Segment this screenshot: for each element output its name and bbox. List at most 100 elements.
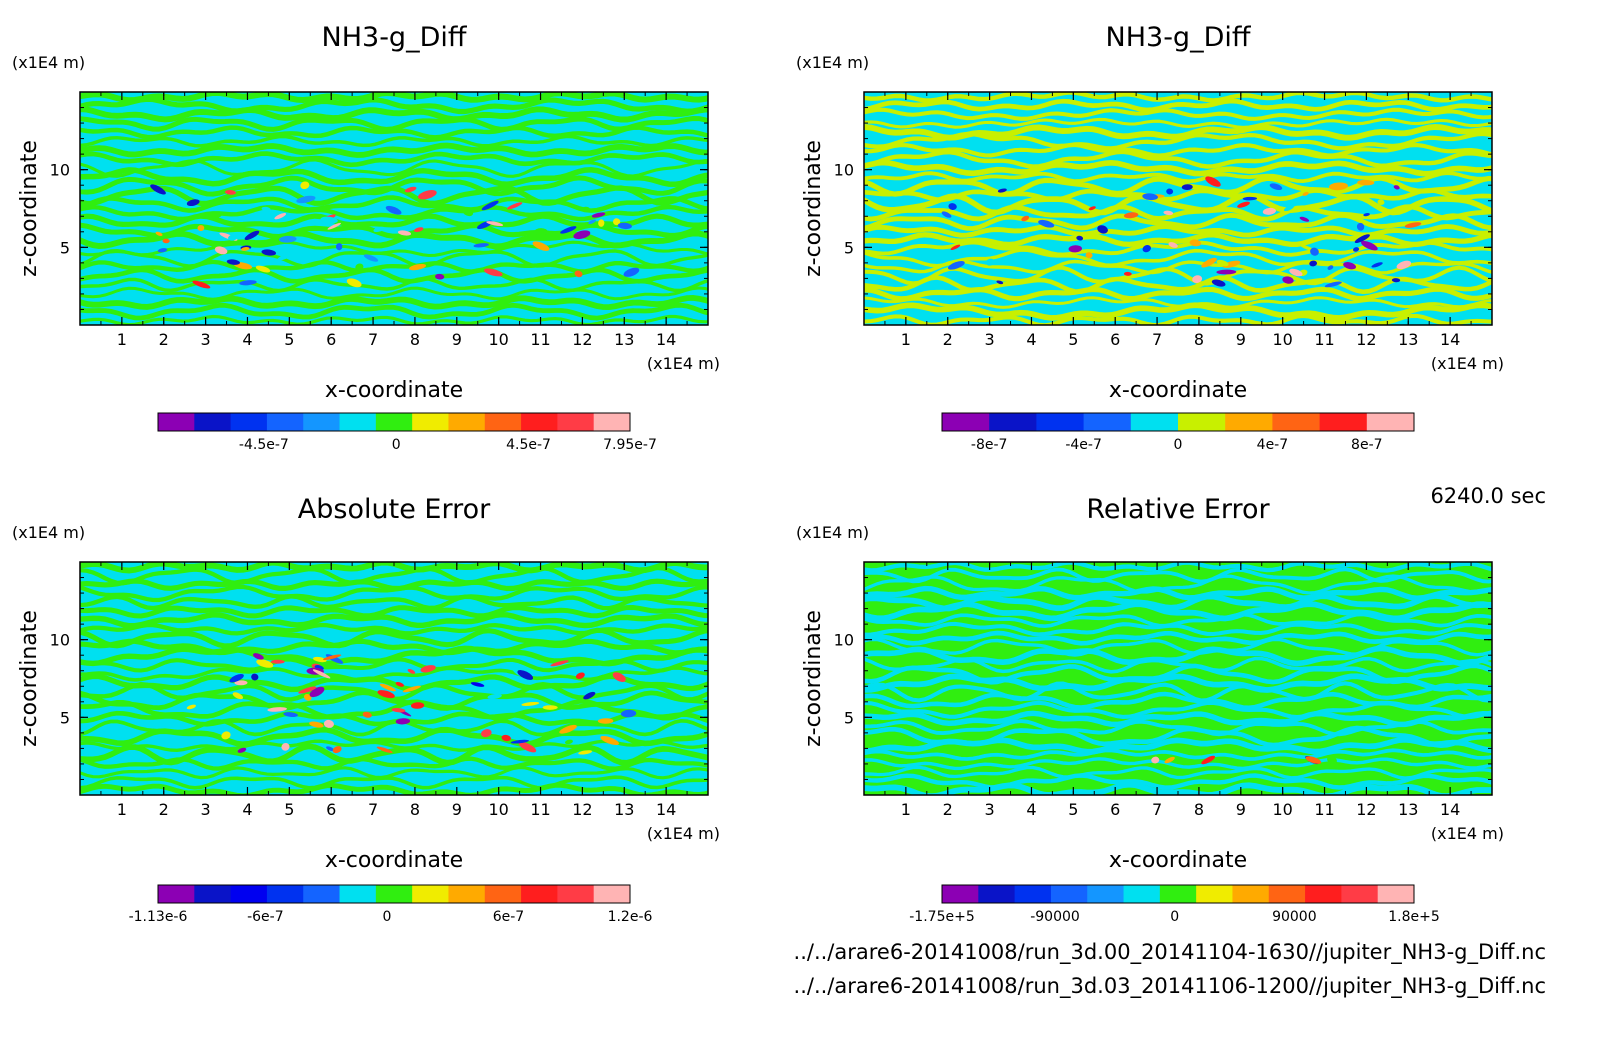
panel-1: NH3-g_Diff (x1E4 m) (x1E4 m) x-coordinate z-… — [12, 22, 720, 453]
colorbar-label: 8e-7 — [1351, 437, 1382, 453]
x-tick-label: 10 — [1272, 800, 1292, 819]
x-tick-label: 4 — [242, 330, 252, 349]
contour-band — [80, 125, 708, 140]
x-tick-label: 11 — [1314, 330, 1334, 349]
colorbar-swatch — [557, 413, 595, 431]
y-tick-label: 10 — [834, 161, 854, 180]
colorbar-swatch — [521, 885, 558, 903]
contour-band — [80, 302, 708, 321]
contour-band — [864, 710, 1492, 728]
contour-band — [864, 765, 1492, 780]
x-tick-label: 2 — [159, 800, 169, 819]
contour-feature — [397, 230, 412, 236]
colorbar-swatch — [593, 885, 631, 903]
contour-band — [864, 781, 1492, 795]
contour-feature — [1242, 196, 1258, 201]
x-tick-label: 9 — [452, 800, 462, 819]
contour-feature — [385, 205, 402, 215]
contour-feature — [417, 190, 437, 200]
panel-3: Absolute Error (x1E4 m) (x1E4 m) x-coordina… — [12, 494, 720, 925]
x-tick-label: 11 — [1314, 800, 1334, 819]
contour-feature — [1393, 185, 1400, 190]
contour-feature — [473, 243, 489, 248]
contour-feature — [255, 265, 271, 273]
colorbar-swatch — [339, 413, 377, 431]
contour-feature — [376, 746, 393, 753]
colorbar-swatch — [484, 413, 522, 431]
colorbar-label: -1.13e-6 — [129, 909, 188, 925]
panel-title: Absolute Error — [298, 494, 491, 525]
contour-feature — [620, 709, 637, 718]
contour-feature — [1189, 239, 1202, 247]
contour-feature — [355, 263, 364, 271]
x-tick-label: 7 — [368, 800, 378, 819]
contour-band — [864, 98, 1492, 113]
contour-feature — [274, 213, 287, 220]
contour-feature — [947, 261, 965, 270]
x-unit-label: (x1E4 m) — [1431, 354, 1504, 373]
contour-feature — [613, 218, 621, 226]
contour-feature — [578, 750, 593, 755]
colorbar-swatch — [1319, 413, 1368, 431]
contour-feature — [281, 742, 290, 751]
contour-feature — [487, 693, 502, 700]
colorbar-frame — [941, 884, 1415, 904]
contour-band — [864, 313, 1492, 325]
contour-feature — [298, 686, 317, 694]
contour-feature — [239, 280, 257, 286]
x-tick-label: 13 — [614, 800, 634, 819]
contour-feature — [1123, 212, 1139, 219]
panel-title: NH3-g_Diff — [1106, 22, 1252, 53]
contour-feature — [332, 746, 342, 754]
contour-band — [864, 601, 1492, 622]
x-axis-label: x-coordinate — [1109, 378, 1247, 403]
colorbar-label: -4.5e-7 — [239, 437, 289, 453]
contour-band — [80, 286, 708, 301]
contour-feature — [1289, 268, 1303, 277]
x-tick-label: 1 — [901, 330, 911, 349]
contour-feature — [941, 211, 952, 218]
contour-feature — [395, 682, 404, 687]
contour-feature — [1076, 235, 1084, 241]
contour-feature — [950, 244, 961, 250]
contour-band — [864, 131, 1492, 151]
contour-feature — [1327, 265, 1334, 270]
x-tick-label: 13 — [614, 330, 634, 349]
colorbar-swatch — [1083, 413, 1132, 431]
contour-feature — [1371, 262, 1383, 268]
colorbar-swatch — [1123, 885, 1161, 903]
contour-feature — [229, 673, 244, 683]
contour-feature — [346, 278, 362, 288]
contour-feature — [583, 691, 596, 700]
contour-band — [80, 142, 708, 158]
colorbar-swatch — [448, 885, 486, 903]
x-tick-label: 10 — [488, 800, 508, 819]
contour-feature — [574, 270, 583, 278]
contour-band — [864, 286, 1492, 302]
colorbar-swatch — [266, 885, 304, 903]
contour-feature — [542, 705, 558, 710]
contour-band — [864, 159, 1492, 177]
colorbar-label: 0 — [392, 437, 401, 453]
colorbar-swatch — [375, 885, 413, 903]
contour-feature — [234, 680, 248, 686]
contour-feature — [1168, 242, 1178, 248]
contour-band — [80, 627, 708, 649]
contour-band — [80, 230, 708, 250]
colorbar-swatch — [412, 413, 449, 431]
contour-band — [864, 149, 1492, 169]
contour-feature — [228, 234, 239, 241]
x-tick-label: 7 — [1152, 330, 1162, 349]
colorbar-label: 0 — [1174, 437, 1183, 453]
contour-feature — [486, 221, 504, 226]
x-tick-label: 3 — [201, 330, 211, 349]
contour-feature — [410, 702, 425, 709]
contour-feature — [1324, 281, 1342, 288]
contour-feature — [409, 263, 426, 271]
contour-band — [80, 259, 708, 274]
contour-band — [80, 657, 708, 673]
contour-band — [80, 249, 708, 269]
x-tick-label: 3 — [985, 800, 995, 819]
contour-feature — [402, 685, 421, 693]
contour-feature — [240, 247, 250, 251]
